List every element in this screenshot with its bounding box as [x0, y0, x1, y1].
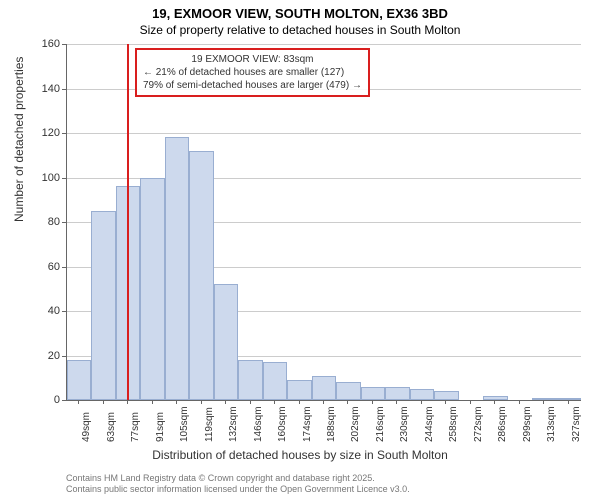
y-tick-label: 140 [30, 83, 60, 95]
histogram-bar [385, 387, 409, 400]
x-tick [78, 400, 79, 404]
y-tick-label: 100 [30, 172, 60, 184]
footer-attribution: Contains HM Land Registry data © Crown c… [66, 473, 410, 496]
x-tick-label: 132sqm [228, 406, 239, 442]
x-tick [347, 400, 348, 404]
x-tick [568, 400, 569, 404]
x-tick-label: 146sqm [253, 406, 264, 442]
histogram-bar [165, 137, 189, 400]
x-tick [274, 400, 275, 404]
grid-line [67, 133, 581, 134]
x-tick-label: 202sqm [350, 406, 361, 442]
y-tick [62, 356, 66, 357]
y-tick-label: 80 [30, 216, 60, 228]
x-tick [299, 400, 300, 404]
histogram-bar [287, 380, 311, 400]
histogram-bar [238, 360, 262, 400]
y-tick [62, 311, 66, 312]
y-tick [62, 400, 66, 401]
y-tick [62, 267, 66, 268]
y-tick-label: 0 [30, 394, 60, 406]
x-tick-label: 188sqm [326, 406, 337, 442]
histogram-bar [361, 387, 385, 400]
histogram-bar [189, 151, 213, 400]
annotation-line1: 19 EXMOOR VIEW: 83sqm [143, 53, 362, 66]
x-tick-label: 244sqm [424, 406, 435, 442]
x-tick-label: 313sqm [546, 406, 557, 442]
x-tick-label: 174sqm [302, 406, 313, 442]
x-tick-label: 272sqm [473, 406, 484, 442]
chart-title: 19, EXMOOR VIEW, SOUTH MOLTON, EX36 3BD [0, 0, 600, 21]
x-tick-label: 91sqm [155, 412, 166, 442]
x-axis-label: Distribution of detached houses by size … [0, 448, 600, 462]
property-marker-line [127, 44, 129, 400]
x-tick-label: 299sqm [522, 406, 533, 442]
histogram-bar [91, 211, 115, 400]
x-tick-label: 160sqm [277, 406, 288, 442]
x-tick [323, 400, 324, 404]
y-tick-label: 20 [30, 350, 60, 362]
x-tick [152, 400, 153, 404]
chart-plot-area: 19 EXMOOR VIEW: 83sqm← 21% of detached h… [66, 44, 581, 401]
histogram-bar [483, 396, 507, 400]
x-tick [421, 400, 422, 404]
y-tick [62, 89, 66, 90]
x-tick [470, 400, 471, 404]
annotation-line2: ← 21% of detached houses are smaller (12… [143, 66, 362, 79]
y-tick-label: 60 [30, 261, 60, 273]
y-tick [62, 44, 66, 45]
x-tick-label: 286sqm [497, 406, 508, 442]
grid-line [67, 44, 581, 45]
y-tick [62, 133, 66, 134]
histogram-bar [312, 376, 336, 400]
x-tick [543, 400, 544, 404]
x-tick [103, 400, 104, 404]
chart-subtitle: Size of property relative to detached ho… [0, 21, 600, 37]
y-tick [62, 178, 66, 179]
y-tick [62, 222, 66, 223]
histogram-bar [532, 398, 556, 400]
x-tick-label: 105sqm [179, 406, 190, 442]
y-tick-label: 120 [30, 127, 60, 139]
x-tick [201, 400, 202, 404]
x-tick-label: 230sqm [399, 406, 410, 442]
x-tick [250, 400, 251, 404]
x-tick [396, 400, 397, 404]
histogram-bar [263, 362, 287, 400]
x-tick-label: 63sqm [106, 412, 117, 442]
y-axis-label: Number of detached properties [12, 57, 26, 222]
x-tick [372, 400, 373, 404]
footer-line2: Contains public sector information licen… [66, 484, 410, 496]
histogram-bar [214, 284, 238, 400]
footer-line1: Contains HM Land Registry data © Crown c… [66, 473, 410, 485]
x-tick [176, 400, 177, 404]
histogram-bar [336, 382, 360, 400]
annotation-line3: 79% of semi-detached houses are larger (… [143, 79, 362, 92]
x-tick-label: 77sqm [130, 412, 141, 442]
histogram-bar [67, 360, 91, 400]
x-tick-label: 49sqm [81, 412, 92, 442]
histogram-bar [557, 398, 581, 400]
x-tick-label: 258sqm [448, 406, 459, 442]
x-tick-label: 119sqm [204, 407, 215, 442]
histogram-bar [434, 391, 458, 400]
y-tick-label: 40 [30, 305, 60, 317]
x-tick [225, 400, 226, 404]
x-tick [445, 400, 446, 404]
histogram-bar [410, 389, 434, 400]
annotation-box: 19 EXMOOR VIEW: 83sqm← 21% of detached h… [135, 48, 370, 97]
x-tick-label: 216sqm [375, 406, 386, 442]
histogram-bar [140, 178, 164, 401]
x-tick [127, 400, 128, 404]
x-tick [494, 400, 495, 404]
x-tick [519, 400, 520, 404]
x-tick-label: 327sqm [571, 406, 582, 442]
y-tick-label: 160 [30, 38, 60, 50]
